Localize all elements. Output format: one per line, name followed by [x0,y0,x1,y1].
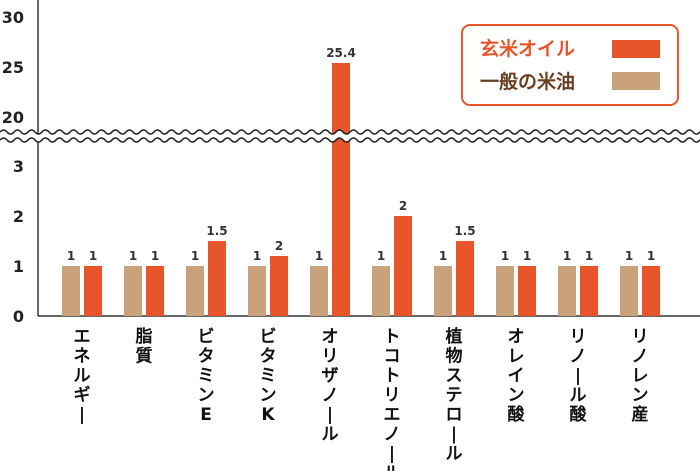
y-tick-label: 3 [13,157,24,176]
data-label: 1 [647,249,655,263]
category-label: リノレン産 [632,327,649,425]
y-tick-label: 25 [2,58,24,77]
bar-brown-rice-oil [642,266,660,316]
data-label: 1 [89,249,97,263]
data-label: 1 [377,249,385,263]
legend-label-brown-rice-oil: 玄米オイル [480,37,575,60]
category-label: トコトリエノ|ル [384,327,401,471]
category-label: 脂質 [136,327,153,367]
legend-label-rice-oil: 一般の米油 [480,70,575,93]
category-label: 植物ステロ|ル [446,326,463,464]
legend: 玄米オイル 一般の米油 [461,24,679,106]
y-tick-label: 20 [2,108,24,127]
bar-rice-oil [372,266,390,316]
category-label: エネルギ| [74,327,91,425]
data-label: 1 [253,249,261,263]
bar-rice-oil [124,266,142,316]
category-label: ビタミン K [260,327,277,425]
legend-box [461,24,679,106]
bar-rice-oil [248,266,266,316]
bars-layer [62,63,660,316]
data-label: 1 [67,249,75,263]
data-label: 1 [563,249,571,263]
bar-brown-rice-oil [518,266,536,316]
data-label: 1 [501,249,509,263]
bar-rice-oil [186,266,204,316]
bar-brown-rice-oil [456,241,474,316]
y-tick-label: 1 [13,257,24,276]
y-tick-label: 30 [2,8,24,27]
bar-rice-oil [558,266,576,316]
legend-swatch-brown-rice-oil [612,40,660,58]
data-label: 2 [275,239,283,253]
y-tick-label: 2 [13,207,24,226]
data-label: 1 [315,249,323,263]
category-label: オリザノ|ル [322,327,339,445]
bar-rice-oil [310,266,328,316]
data-label: 1 [129,249,137,263]
axis-break [0,129,700,143]
data-label: 25.4 [326,46,356,60]
category-label: オレイン酸 [508,327,526,425]
data-label: 1 [523,249,531,263]
bar-brown-rice-oil [394,216,412,316]
bar-rice-oil [62,266,80,316]
axis-break-line-lower [0,137,700,143]
data-label: 1.5 [454,224,475,238]
data-label: 2 [399,199,407,213]
data-label: 1 [585,249,593,263]
bar-rice-oil [496,266,514,316]
data-label: 1 [191,249,199,263]
category-label: リノ|ル酸 [570,327,588,425]
bar-rice-oil [620,266,638,316]
data-label: 1 [625,249,633,263]
data-label: 1 [151,249,159,263]
bar-rice-oil [434,266,452,316]
bar-brown-rice-oil [208,241,226,316]
bar-brown-rice-oil [270,256,288,316]
axis-break-line-upper [0,129,700,135]
bar-brown-rice-oil [84,266,102,316]
legend-swatch-rice-oil [612,72,660,90]
y-tick-label: 0 [13,307,24,326]
bar-brown-rice-oil [332,63,350,316]
bar-brown-rice-oil [146,266,164,316]
data-label: 1.5 [206,224,227,238]
bar-brown-rice-oil [580,266,598,316]
category-label: ビタミン E [198,327,215,425]
data-label: 1 [439,249,447,263]
